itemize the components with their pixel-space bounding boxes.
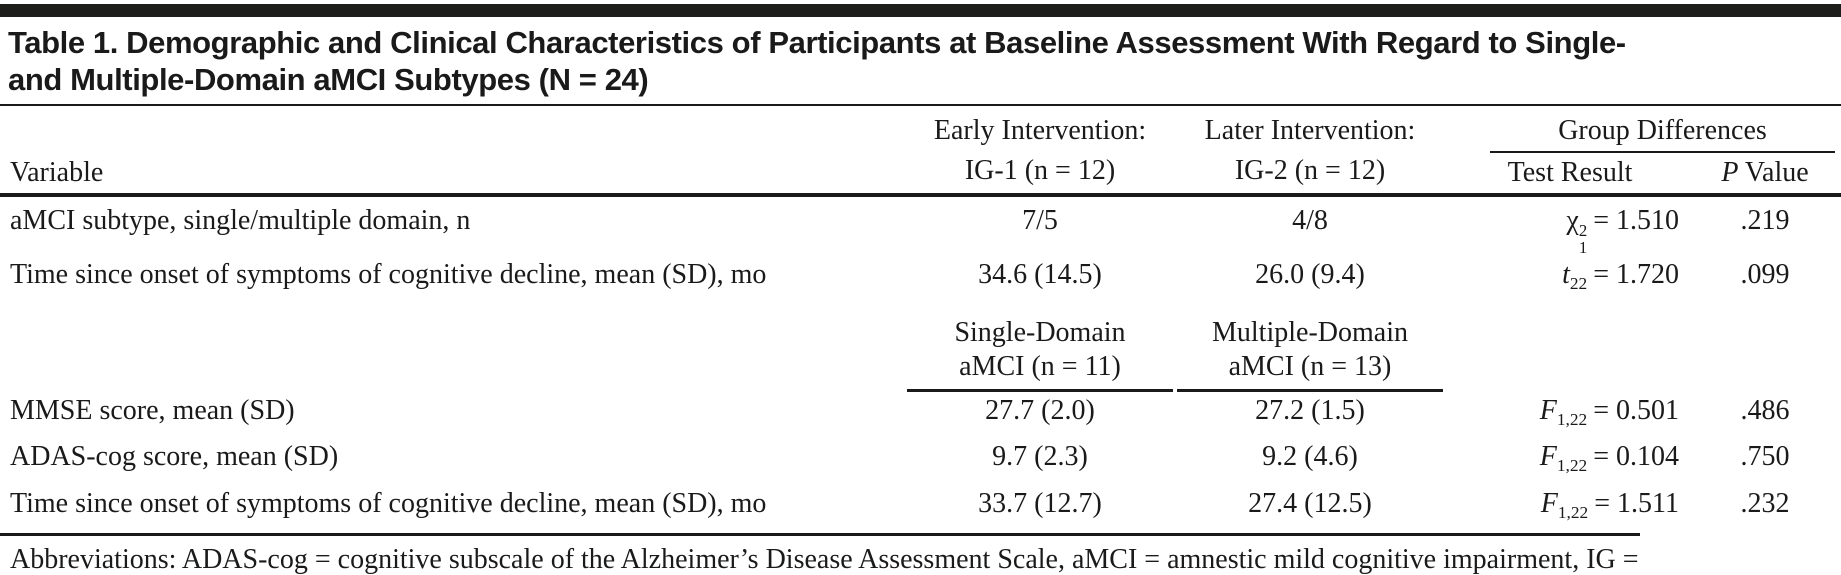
ig1-value: 27.7 (2.0)	[985, 395, 1095, 427]
table-title-line-1: Table 1. Demographic and Clinical Charac…	[8, 25, 1626, 60]
chi-subscript: 1	[1578, 237, 1588, 257]
column-header-ig2: Later Intervention: IG-2 (n = 12)	[1175, 111, 1445, 193]
test-statistic-value: = 1.720	[1593, 259, 1679, 291]
f-statistic-symbol: F	[1539, 441, 1557, 473]
column-header-variable: Variable	[10, 157, 104, 188]
column-header-p-value: P Value	[1695, 153, 1835, 193]
column-header-ig2-line1: Later Intervention:	[1204, 115, 1416, 146]
ig1-value: 9.7 (2.3)	[992, 441, 1088, 473]
ig1-value: 33.7 (12.7)	[978, 487, 1102, 519]
subheader-single-line2: aMCI (n = 11)	[959, 351, 1121, 383]
ig1-value: 34.6 (14.5)	[978, 259, 1102, 291]
test-statistic-value: = 1.510	[1593, 205, 1679, 236]
column-header-test-result: Test Result	[1507, 157, 1633, 188]
test-result-value: F1,22 = 0.501	[1445, 392, 1695, 438]
table-body: aMCI subtype, single/multiple domain, n …	[0, 197, 1841, 531]
ig2-value: 26.0 (9.4)	[1255, 259, 1365, 291]
test-statistic-value: = 0.104	[1593, 441, 1679, 473]
subheader-single-domain-inner: Single-Domain aMCI (n = 11)	[907, 316, 1173, 393]
ig2-value: 27.2 (1.5)	[1255, 395, 1365, 427]
p-value: .232	[1740, 487, 1790, 519]
p-value: .486	[1740, 395, 1790, 427]
ig2-value: 27.4 (12.5)	[1248, 487, 1372, 519]
t-subscript: 22	[1569, 274, 1588, 294]
table-row-amci-subtype: aMCI subtype, single/multiple domain, n …	[0, 202, 1841, 256]
f-subscript: 1,22	[1556, 410, 1588, 430]
test-result-value: χ 2 1 = 1.510	[1445, 202, 1695, 256]
subheader-empty-cell	[10, 316, 905, 392]
f-statistic-symbol: F	[1539, 395, 1557, 427]
p-value-label-rest: Value	[1738, 157, 1809, 188]
variable-label: ADAS-cog score, mean (SD)	[10, 441, 339, 473]
subheader-multiple-domain-inner: Multiple-Domain aMCI (n = 13)	[1177, 316, 1443, 393]
t-statistic-symbol: t	[1562, 259, 1570, 291]
table-row-time-since-onset-2: Time since onset of symptoms of cognitiv…	[0, 485, 1841, 531]
ig1-value: 7/5	[1022, 205, 1058, 236]
chi-statistic-symbol: χ	[1566, 205, 1579, 236]
p-value: .099	[1740, 259, 1790, 291]
variable-label: Time since onset of symptoms of cognitiv…	[10, 487, 767, 519]
column-group-header-group-differences: Group Differences	[1490, 111, 1835, 153]
column-header-ig1-line1: Early Intervention:	[933, 115, 1147, 146]
f-subscript: 1,22	[1556, 456, 1588, 476]
variable-label: Time since onset of symptoms of cognitiv…	[10, 259, 767, 291]
p-value-italic-p: P	[1721, 157, 1739, 188]
p-value: .750	[1740, 441, 1790, 473]
subheader-single-domain: Single-Domain aMCI (n = 11)	[905, 316, 1175, 393]
test-statistic-value: = 0.501	[1593, 395, 1679, 427]
test-result-value: F1,22 = 1.511	[1445, 485, 1695, 531]
subheader-multiple-line1: Multiple-Domain	[1212, 317, 1408, 349]
p-value: .219	[1740, 205, 1790, 236]
table-row-time-since-onset: Time since onset of symptoms of cognitiv…	[0, 256, 1841, 302]
ig2-value: 9.2 (4.6)	[1262, 441, 1358, 473]
test-result-value: t22 = 1.720	[1445, 256, 1695, 302]
f-statistic-symbol: F	[1540, 487, 1558, 519]
variable-label: MMSE score, mean (SD)	[10, 395, 295, 427]
f-subscript: 1,22	[1557, 502, 1589, 522]
test-result-value: F1,22 = 0.104	[1445, 438, 1695, 484]
table-title: Table 1. Demographic and Clinical Charac…	[0, 17, 1841, 106]
subheader-multiple-line2: aMCI (n = 13)	[1228, 351, 1392, 383]
chi-superscript: 2	[1578, 220, 1588, 240]
top-border-bar	[0, 4, 1841, 17]
column-header-ig1: Early Intervention: IG-1 (n = 12)	[905, 111, 1175, 193]
abbreviations-footnote: Abbreviations: ADAS-cog = cognitive subs…	[0, 532, 1640, 575]
table-title-line-2: and Multiple-Domain aMCI Subtypes (N = 2…	[8, 62, 649, 97]
column-header-ig1-line2: IG-1 (n = 12)	[964, 155, 1116, 186]
column-header-ig2-line2: IG-2 (n = 12)	[1234, 155, 1386, 186]
table-header-row: Variable Early Intervention: IG-1 (n = 1…	[0, 106, 1841, 197]
subheader-multiple-domain: Multiple-Domain aMCI (n = 13)	[1175, 316, 1445, 393]
table-row-adas-cog: ADAS-cog score, mean (SD) 9.7 (2.3) 9.2 …	[0, 438, 1841, 484]
variable-label: aMCI subtype, single/multiple domain, n	[10, 205, 471, 236]
test-statistic-value: = 1.511	[1594, 487, 1679, 519]
subheader-row-amci-domains: Single-Domain aMCI (n = 11) Multiple-Dom…	[0, 302, 1841, 393]
ig2-value: 4/8	[1292, 205, 1328, 236]
subheader-single-line1: Single-Domain	[954, 317, 1126, 349]
table-row-mmse: MMSE score, mean (SD) 27.7 (2.0) 27.2 (1…	[0, 392, 1841, 438]
